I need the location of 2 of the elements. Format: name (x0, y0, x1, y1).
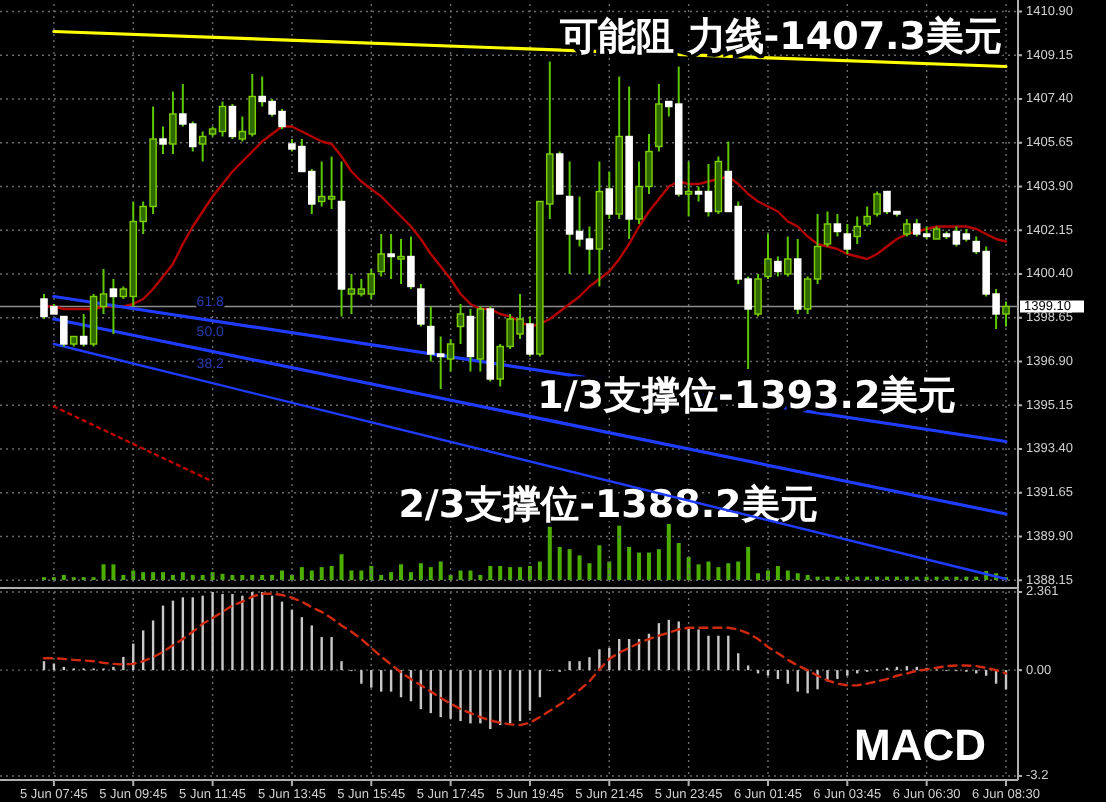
text: MACD (854, 720, 986, 770)
series-label: 可能阻 力线-1407.3美元 (558, 14, 1002, 59)
